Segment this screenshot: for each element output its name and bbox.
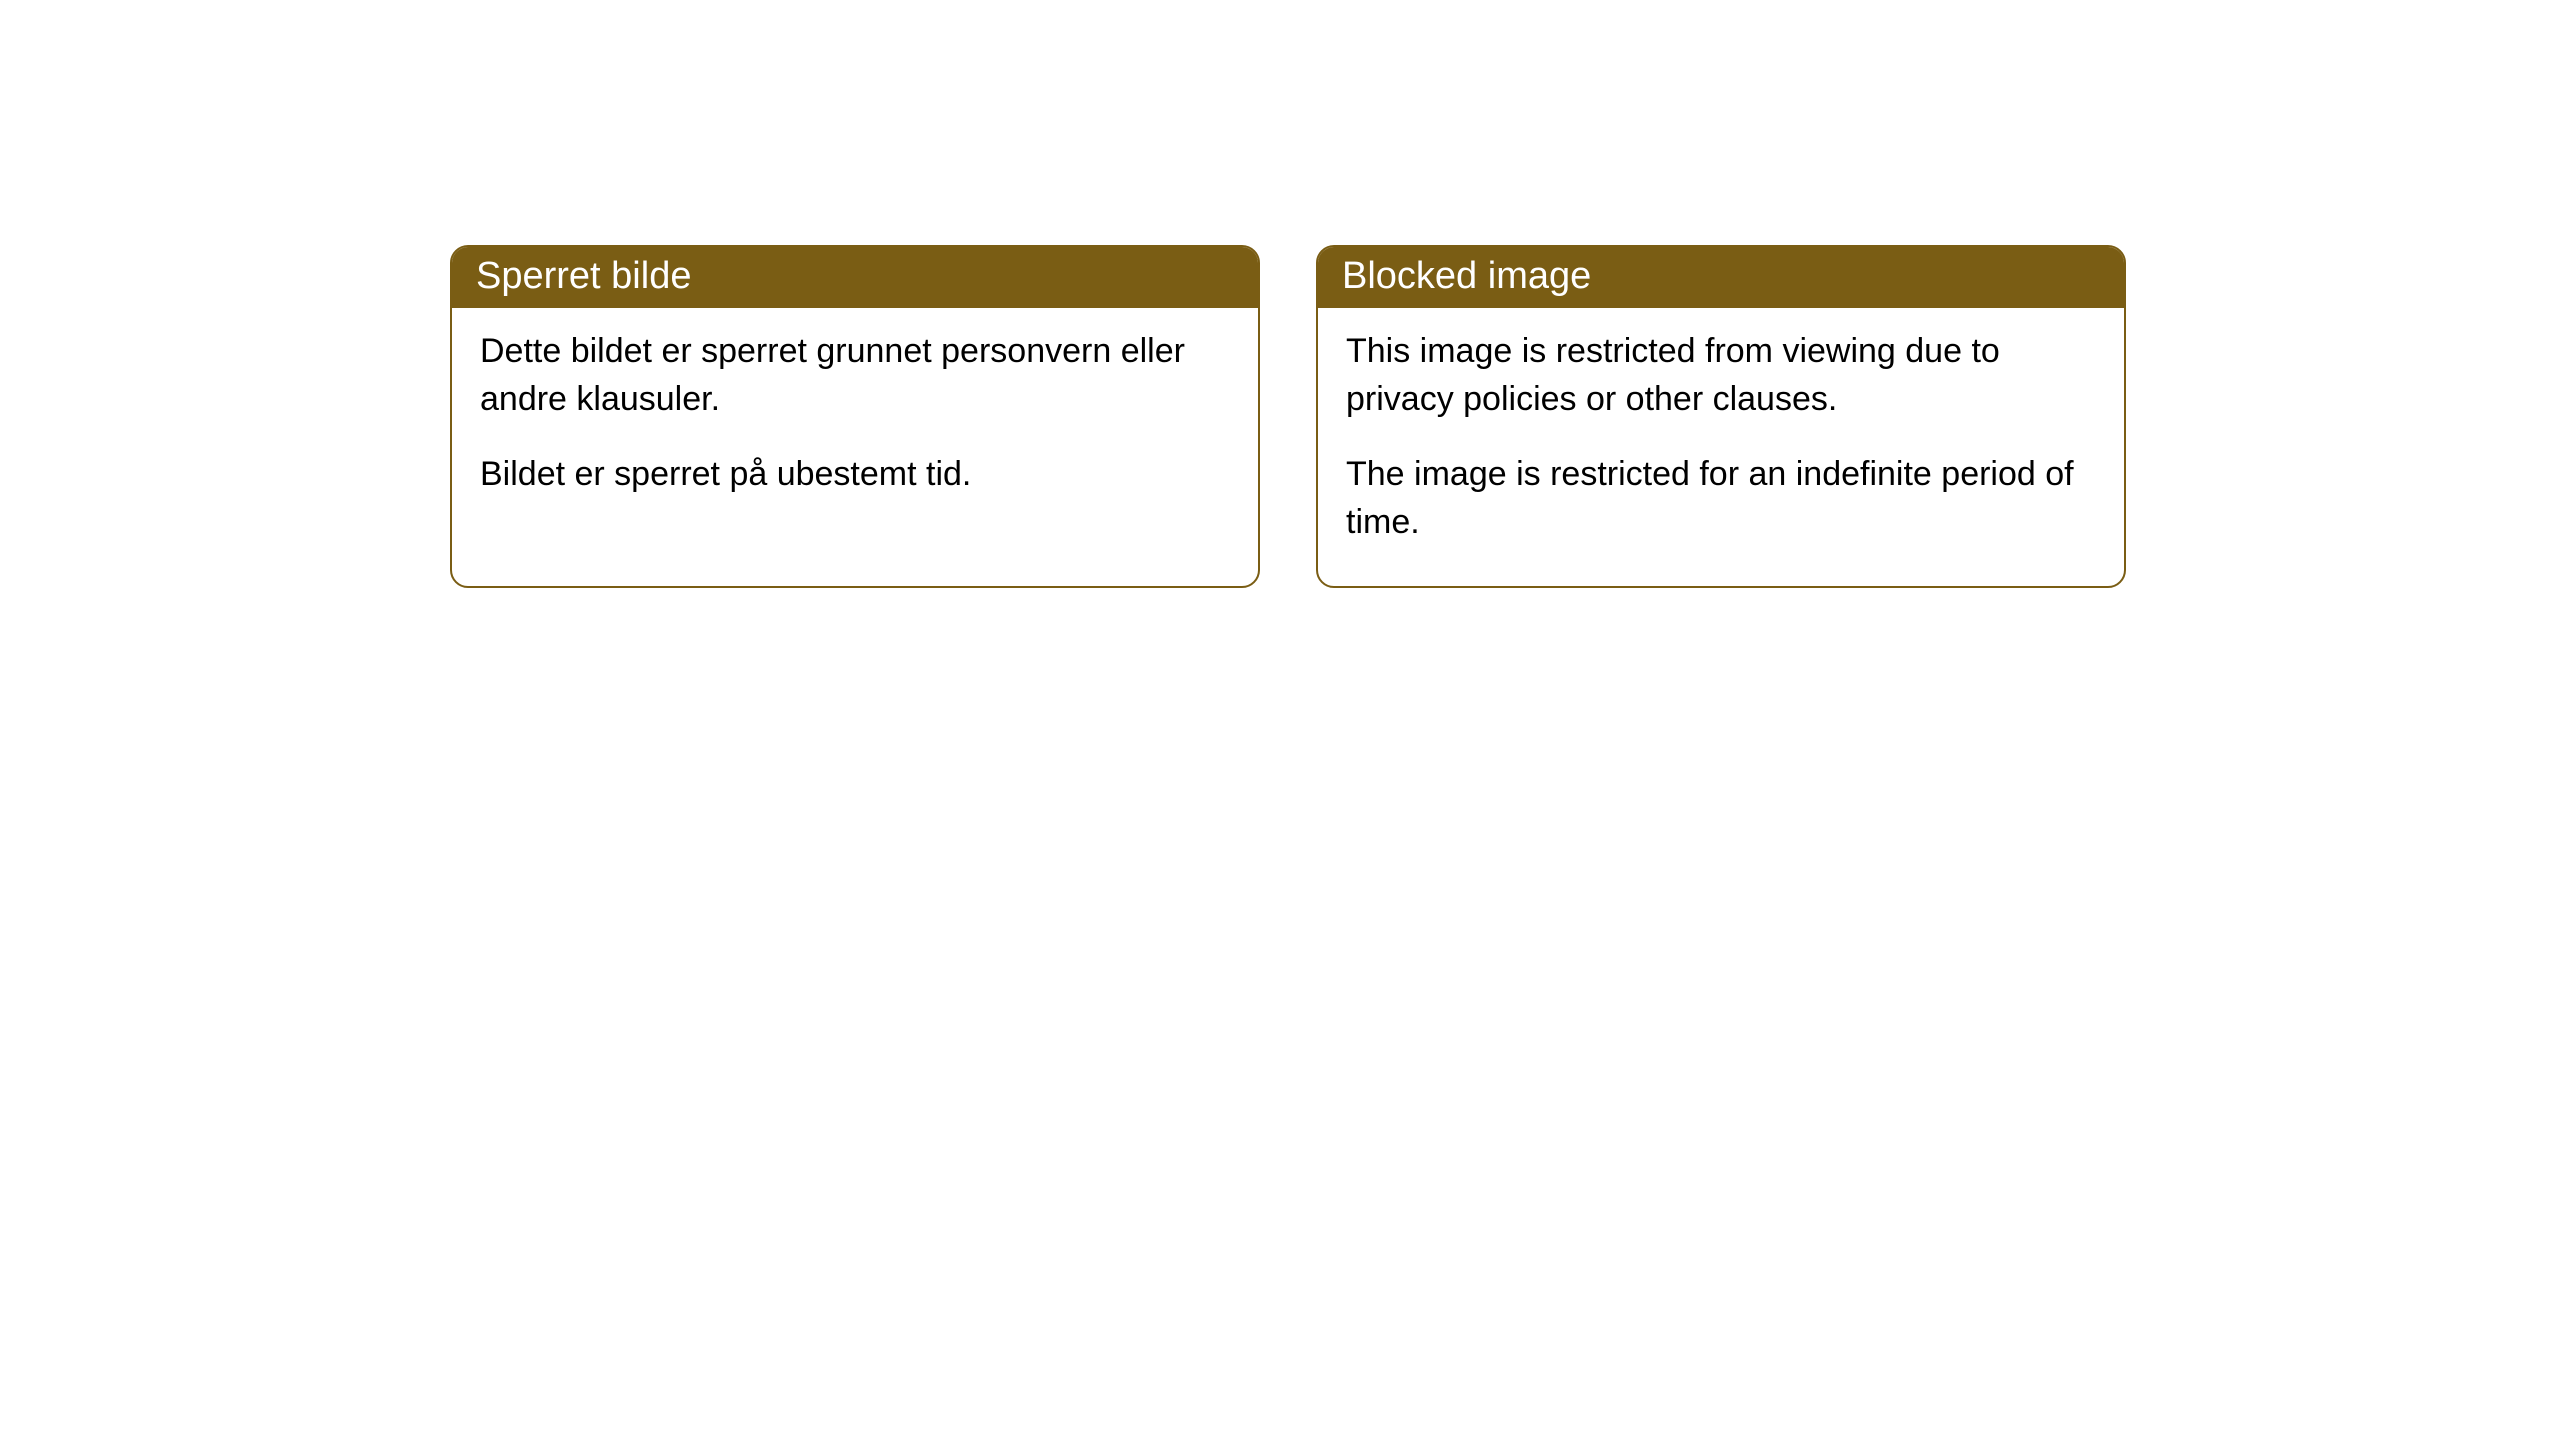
card-title: Sperret bilde [476, 255, 691, 297]
card-paragraph: This image is restricted from viewing du… [1346, 328, 2096, 423]
card-paragraph: Dette bildet er sperret grunnet personve… [480, 328, 1230, 423]
notice-card-english: Blocked image This image is restricted f… [1316, 245, 2126, 588]
card-body-english: This image is restricted from viewing du… [1318, 308, 2124, 586]
notice-cards-container: Sperret bilde Dette bildet er sperret gr… [0, 0, 2560, 588]
card-paragraph: Bildet er sperret på ubestemt tid. [480, 451, 1230, 499]
card-header-norwegian: Sperret bilde [452, 247, 1258, 308]
card-paragraph: The image is restricted for an indefinit… [1346, 451, 2096, 546]
card-header-english: Blocked image [1318, 247, 2124, 308]
card-title: Blocked image [1342, 255, 1591, 297]
notice-card-norwegian: Sperret bilde Dette bildet er sperret gr… [450, 245, 1260, 588]
card-body-norwegian: Dette bildet er sperret grunnet personve… [452, 308, 1258, 539]
